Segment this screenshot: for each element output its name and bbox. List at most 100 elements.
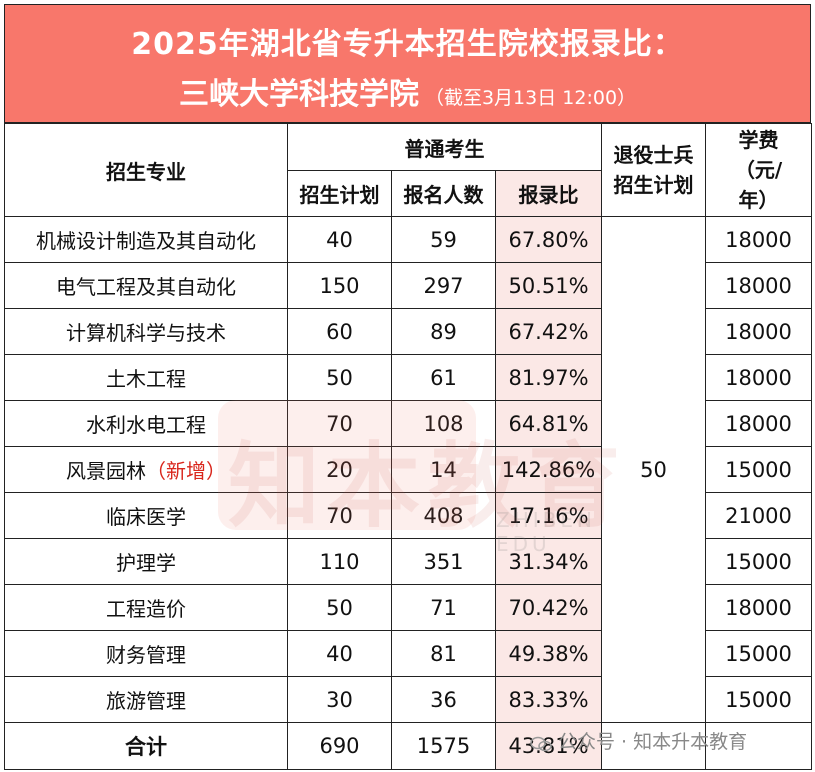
table-row: 土木工程 50 61 81.97% 18000: [4, 354, 812, 401]
total-veteran-empty: [601, 722, 706, 770]
header-major: 招生专业: [4, 123, 288, 217]
cell-tuition: 18000: [705, 354, 812, 401]
new-major-tag: （新增）: [146, 459, 226, 483]
cell-plan: 30: [287, 676, 392, 723]
major-name: 机械设计制造及其自动化: [36, 229, 256, 253]
cell-applicants: 297: [391, 262, 496, 309]
cell-major: 临床医学: [4, 492, 288, 539]
table-row: 工程造价 50 71 70.42% 18000: [4, 584, 812, 631]
cell-plan: 150: [287, 262, 392, 309]
title-line-1: 2025年湖北省专升本招生院校报录比：: [131, 27, 684, 62]
major-name: 风景园林: [66, 459, 146, 483]
cell-tuition: 15000: [705, 676, 812, 723]
cell-plan: 40: [287, 630, 392, 677]
cell-tuition: 15000: [705, 630, 812, 677]
cell-ratio: 83.33%: [495, 676, 602, 723]
major-name: 旅游管理: [106, 689, 186, 713]
cell-major: 风景园林（新增）: [4, 446, 288, 493]
title-banner: 2025年湖北省专升本招生院校报录比： 三峡大学科技学院 （截至3月13日 12:…: [4, 4, 811, 123]
cell-major: 工程造价: [4, 584, 288, 631]
major-name: 临床医学: [106, 505, 186, 529]
table-row: 计算机科学与技术 60 89 67.42% 18000: [4, 308, 812, 355]
header-applicants: 报名人数: [391, 170, 496, 217]
table-row: 机械设计制造及其自动化 40 59 67.80% 50 18000: [4, 216, 812, 723]
cell-plan: 40: [287, 216, 392, 263]
veteran-plan: 50: [601, 216, 706, 723]
title-line-2: 三峡大学科技学院 （截至3月13日 12:00）: [5, 69, 810, 113]
cell-plan: 110: [287, 538, 392, 585]
cell-ratio: 81.97%: [495, 354, 602, 401]
cell-tuition: 18000: [705, 262, 812, 309]
cell-applicants: 61: [391, 354, 496, 401]
wechat-footer: 公众号 · 知本升本教育: [530, 727, 747, 754]
total-label: 合计: [4, 722, 288, 770]
cell-plan: 50: [287, 354, 392, 401]
school-name: 三峡大学科技学院: [178, 77, 419, 112]
header-regular-group: 普通考生: [287, 123, 602, 171]
cell-applicants: 59: [391, 216, 496, 263]
cell-plan: 50: [287, 584, 392, 631]
header-row-2: 招生计划 报名人数 报录比: [5, 170, 812, 217]
cell-major: 水利水电工程: [4, 400, 288, 447]
cell-ratio: 142.86%: [495, 446, 602, 493]
total-row: 合计 690 1575 43.81%: [4, 722, 812, 770]
cell-ratio: 50.51%: [495, 262, 602, 309]
cell-tuition: 18000: [705, 308, 812, 355]
cell-tuition: 15000: [705, 446, 812, 493]
total-plan: 690: [287, 722, 392, 770]
cell-applicants: 36: [391, 676, 496, 723]
table-body: 机械设计制造及其自动化 40 59 67.80% 50 18000 电气工程及其自动化 150…: [4, 216, 812, 723]
major-name: 土木工程: [106, 367, 186, 391]
header-row-1: 招生专业 普通考生 退役士兵招生计划 学费（元/年）: [4, 123, 812, 217]
table-row: 水利水电工程 70 108 64.81% 18000: [4, 400, 812, 447]
cell-major: 电气工程及其自动化: [4, 262, 288, 309]
cell-applicants: 71: [391, 584, 496, 631]
cell-plan: 20: [287, 446, 392, 493]
cell-ratio: 70.42%: [495, 584, 602, 631]
cell-plan: 60: [287, 308, 392, 355]
major-name: 水利水电工程: [86, 413, 206, 437]
cell-major: 机械设计制造及其自动化: [4, 216, 288, 263]
cell-applicants: 108: [391, 400, 496, 447]
cell-applicants: 408: [391, 492, 496, 539]
major-name: 计算机科学与技术: [66, 321, 226, 345]
major-name: 电气工程及其自动化: [56, 275, 236, 299]
cell-ratio: 31.34%: [495, 538, 602, 585]
major-name: 工程造价: [106, 597, 186, 621]
cell-ratio: 49.38%: [495, 630, 602, 677]
footer-text: 公众号 · 知本升本教育: [558, 731, 748, 753]
cutoff-time: （截至3月13日 12:00）: [424, 87, 637, 109]
cell-tuition: 18000: [705, 400, 812, 447]
table-row: 风景园林（新增） 20 14 142.86% 15000: [4, 446, 812, 493]
cell-ratio: 64.81%: [495, 400, 602, 447]
table-row: 护理学 110 351 31.34% 15000: [4, 538, 812, 585]
admission-ratio-table: 招生专业 普通考生 退役士兵招生计划 学费（元/年） 招生计划 报名人数 报录比…: [4, 123, 812, 770]
header-tuition: 学费（元/年）: [705, 123, 812, 217]
header-plan: 招生计划: [287, 170, 392, 217]
cell-plan: 70: [287, 492, 392, 539]
cell-major: 财务管理: [4, 630, 288, 677]
table-row: 电气工程及其自动化 150 297 50.51% 18000: [4, 262, 812, 309]
cell-ratio: 67.42%: [495, 308, 602, 355]
cell-applicants: 14: [391, 446, 496, 493]
cell-tuition: 18000: [705, 216, 812, 263]
cell-tuition: 21000: [705, 492, 812, 539]
total-tuition-empty: [705, 722, 812, 770]
cell-ratio: 17.16%: [495, 492, 602, 539]
major-name: 护理学: [116, 551, 176, 575]
table-row: 旅游管理 30 36 83.33% 15000: [4, 676, 812, 723]
wechat-icon: [530, 735, 552, 751]
cell-applicants: 81: [391, 630, 496, 677]
cell-applicants: 89: [391, 308, 496, 355]
cell-tuition: 15000: [705, 538, 812, 585]
total-applicants: 1575: [391, 722, 496, 770]
table-row: 临床医学 70 408 17.16% 21000: [4, 492, 812, 539]
cell-major: 旅游管理: [4, 676, 288, 723]
cell-ratio: 67.80%: [495, 216, 602, 263]
cell-applicants: 351: [391, 538, 496, 585]
header-ratio: 报录比: [495, 170, 602, 217]
major-name: 财务管理: [106, 643, 186, 667]
total-ratio: 43.81%: [495, 722, 602, 770]
cell-major: 计算机科学与技术: [4, 308, 288, 355]
cell-plan: 70: [287, 400, 392, 447]
